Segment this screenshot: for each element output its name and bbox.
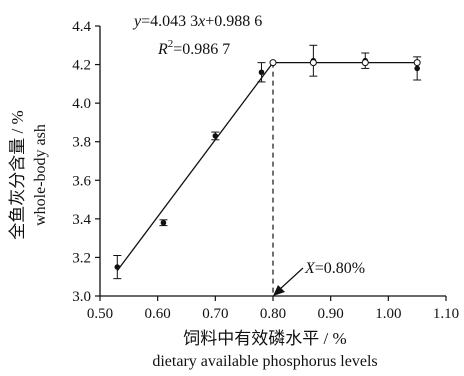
data-point [160,219,167,226]
data-point [114,264,121,270]
annotation-arrow-line [278,267,304,291]
y-axis-ticks: 3.0 3.2 3.4 3.6 3.8 4.0 4.2 4.4 [72,19,100,305]
y-tick-label: 4.4 [72,19,91,35]
y-axis-title-cn: 全鱼灰分含量 / % [8,110,27,239]
fit-line [116,61,418,272]
data-point [414,65,420,72]
x-axis-ticks: 0.50 0.60 0.70 0.80 0.90 1.00 1.10 [87,296,459,322]
y-tick-label: 4.2 [72,58,91,74]
x-tick-label: 0.70 [202,306,228,322]
plateau-point [413,59,421,67]
data-point [212,133,219,139]
data-point [258,69,265,76]
x-tick-label: 0.80 [260,306,286,322]
x-tick-label: 0.50 [87,306,113,322]
y-tick-label: 3.4 [72,212,91,228]
x-tick-label: 1.10 [433,306,459,322]
annotation-arrow-head [273,285,285,296]
x-axis-title-cn: 饲料中有效磷水平 / % [183,329,346,348]
y-axis-title-en: whole-body ash [32,124,49,226]
plateau-point [269,59,277,67]
y-tick-label: 3.0 [72,289,91,305]
plot-area [99,26,446,297]
x-tick-label: 0.60 [145,306,171,322]
y-tick-label: 3.2 [72,250,91,266]
regression-equation: y=4.043 3x+0.988 6 [132,13,262,30]
breakpoint-annotation: X=0.80% [304,260,365,277]
r-squared: R2=0.986 7 [157,38,230,58]
y-tick-label: 4.0 [72,96,91,112]
plateau-point [361,59,369,67]
y-tick-label: 3.8 [72,135,91,151]
x-tick-label: 1.00 [375,306,401,322]
x-tick-label: 0.90 [318,306,344,322]
x-axis-title-en: dietary available phosphorus levels [152,353,377,370]
plateau-point [309,59,317,67]
y-tick-label: 3.6 [72,173,91,189]
